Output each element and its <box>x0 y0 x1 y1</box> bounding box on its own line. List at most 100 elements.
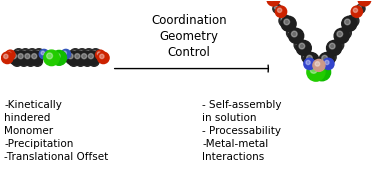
Ellipse shape <box>11 54 17 59</box>
Ellipse shape <box>46 53 53 59</box>
Ellipse shape <box>33 56 42 66</box>
Ellipse shape <box>306 60 310 65</box>
Ellipse shape <box>337 31 343 37</box>
Ellipse shape <box>34 58 38 62</box>
Ellipse shape <box>32 54 37 59</box>
Ellipse shape <box>274 6 278 9</box>
Ellipse shape <box>36 51 40 55</box>
Ellipse shape <box>4 54 8 59</box>
Ellipse shape <box>342 16 357 31</box>
Ellipse shape <box>267 0 280 6</box>
Ellipse shape <box>351 6 363 17</box>
Ellipse shape <box>41 51 45 55</box>
Ellipse shape <box>84 49 94 60</box>
Ellipse shape <box>89 56 99 66</box>
Ellipse shape <box>344 19 350 25</box>
Ellipse shape <box>310 66 317 73</box>
Ellipse shape <box>25 54 30 59</box>
Ellipse shape <box>29 51 43 65</box>
Ellipse shape <box>12 56 22 66</box>
Ellipse shape <box>71 58 74 62</box>
Ellipse shape <box>76 56 86 66</box>
Ellipse shape <box>77 58 81 62</box>
Ellipse shape <box>90 49 101 60</box>
Ellipse shape <box>289 29 293 34</box>
Ellipse shape <box>327 53 331 58</box>
Ellipse shape <box>315 62 320 66</box>
Ellipse shape <box>82 56 92 66</box>
Ellipse shape <box>52 50 67 65</box>
Ellipse shape <box>7 52 11 55</box>
Ellipse shape <box>19 56 29 66</box>
Ellipse shape <box>323 58 334 69</box>
Ellipse shape <box>69 56 79 66</box>
Ellipse shape <box>329 43 335 49</box>
Ellipse shape <box>6 50 15 60</box>
Ellipse shape <box>304 58 315 69</box>
Ellipse shape <box>277 8 282 12</box>
Ellipse shape <box>70 49 81 60</box>
Ellipse shape <box>334 41 339 46</box>
Ellipse shape <box>9 51 22 65</box>
Ellipse shape <box>21 58 25 62</box>
Ellipse shape <box>281 17 286 22</box>
Ellipse shape <box>313 59 325 71</box>
Ellipse shape <box>284 19 290 25</box>
Ellipse shape <box>334 28 349 43</box>
Ellipse shape <box>77 49 87 60</box>
Ellipse shape <box>18 54 23 59</box>
Ellipse shape <box>15 51 29 65</box>
Ellipse shape <box>88 54 93 59</box>
Ellipse shape <box>61 49 71 59</box>
Ellipse shape <box>296 41 301 46</box>
Ellipse shape <box>29 51 33 55</box>
Ellipse shape <box>84 58 88 62</box>
Ellipse shape <box>319 53 334 68</box>
Ellipse shape <box>72 51 86 65</box>
Ellipse shape <box>356 4 365 13</box>
Ellipse shape <box>294 39 306 51</box>
Ellipse shape <box>27 49 37 60</box>
Ellipse shape <box>34 49 44 60</box>
Ellipse shape <box>296 40 311 55</box>
Ellipse shape <box>302 51 313 63</box>
Ellipse shape <box>279 15 291 27</box>
Ellipse shape <box>82 54 87 59</box>
Ellipse shape <box>316 67 323 73</box>
Ellipse shape <box>86 51 99 65</box>
Ellipse shape <box>22 51 36 65</box>
Text: - Self-assembly
in solution
- Processability
-Metal-metal
Interactions: - Self-assembly in solution - Processabi… <box>202 100 282 162</box>
Ellipse shape <box>275 6 287 17</box>
Ellipse shape <box>307 55 312 61</box>
Ellipse shape <box>2 52 13 64</box>
Ellipse shape <box>307 63 325 81</box>
Ellipse shape <box>85 51 90 55</box>
Ellipse shape <box>14 58 18 62</box>
Ellipse shape <box>342 29 346 34</box>
Text: -Kinetically
hindered
Monomer
-Precipitation
-Translational Offset: -Kinetically hindered Monomer -Precipita… <box>5 100 109 162</box>
Ellipse shape <box>100 54 104 59</box>
Ellipse shape <box>96 50 105 60</box>
Ellipse shape <box>339 27 351 39</box>
Ellipse shape <box>63 51 67 55</box>
Ellipse shape <box>324 51 336 63</box>
Ellipse shape <box>39 49 49 59</box>
Ellipse shape <box>325 60 329 65</box>
Ellipse shape <box>72 51 76 55</box>
Ellipse shape <box>304 53 319 68</box>
Ellipse shape <box>28 58 31 62</box>
Ellipse shape <box>281 16 296 31</box>
Ellipse shape <box>347 15 359 27</box>
Ellipse shape <box>289 28 304 43</box>
Ellipse shape <box>332 39 344 51</box>
Ellipse shape <box>291 31 297 37</box>
Ellipse shape <box>54 53 60 59</box>
Ellipse shape <box>322 55 327 61</box>
Ellipse shape <box>304 53 308 58</box>
Ellipse shape <box>353 8 358 12</box>
Ellipse shape <box>299 43 305 49</box>
Ellipse shape <box>20 49 31 60</box>
Ellipse shape <box>15 51 19 55</box>
Ellipse shape <box>287 27 298 39</box>
Ellipse shape <box>44 50 59 66</box>
